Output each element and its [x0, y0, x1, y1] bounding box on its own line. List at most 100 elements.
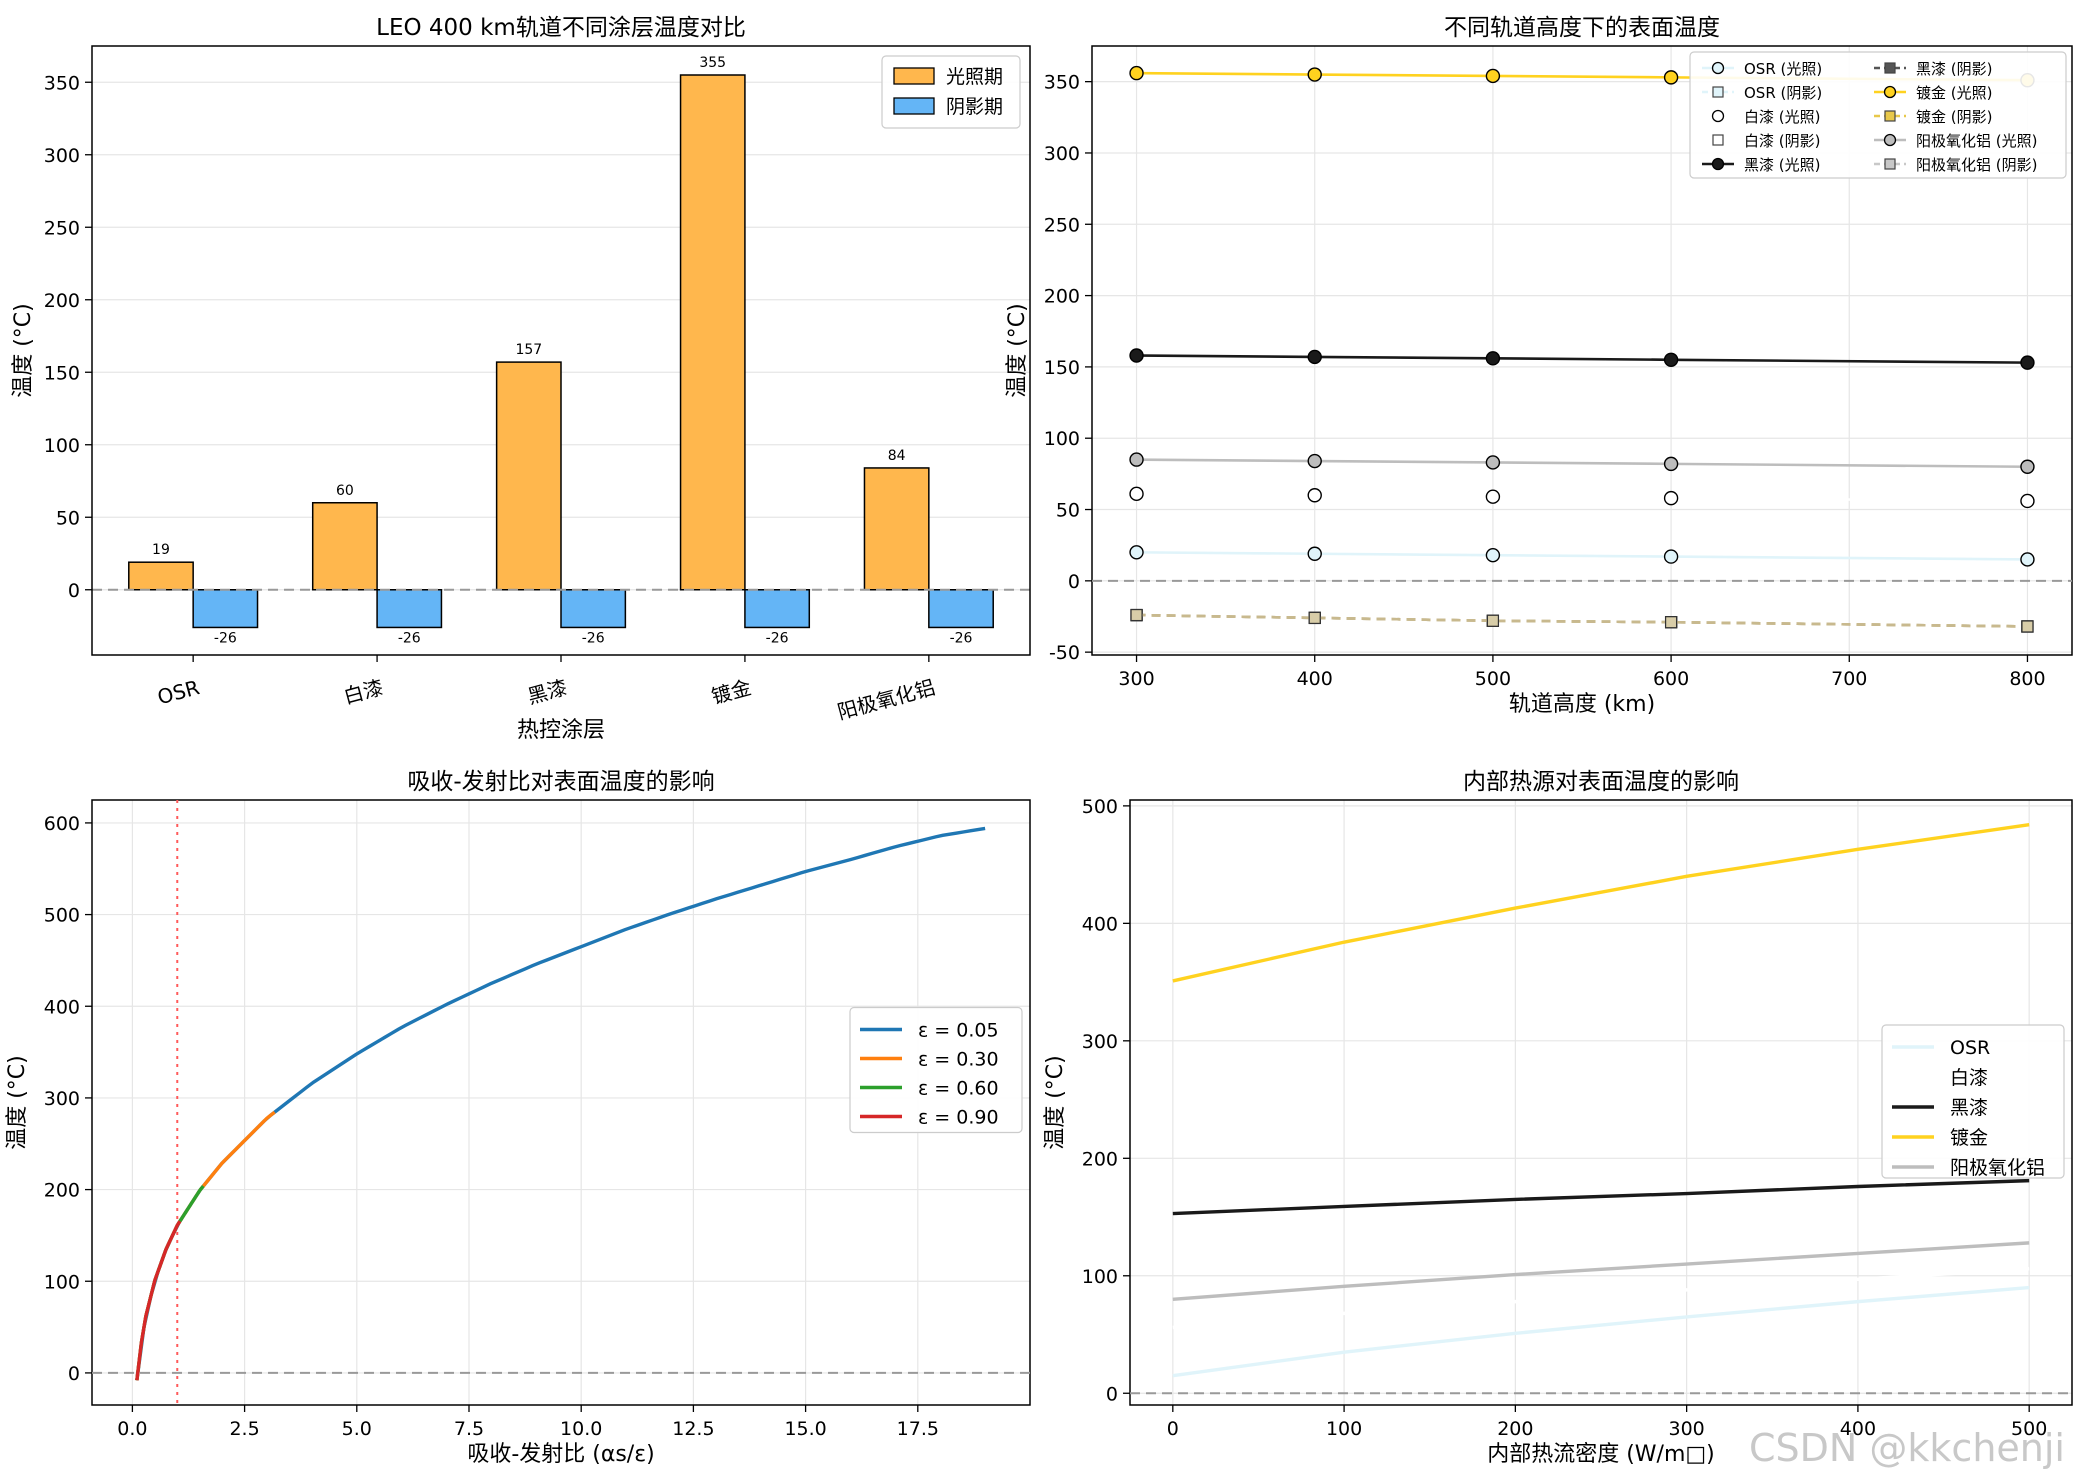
data-point	[1307, 546, 1322, 561]
bar	[128, 561, 194, 591]
data-point	[1663, 490, 1679, 506]
y-tick-label: 350	[44, 72, 80, 94]
legend-marker	[1712, 86, 1724, 98]
x-tick-label: 500	[2011, 1418, 2047, 1440]
legend-label: 镀金	[1950, 1127, 1988, 1149]
y-tick-label: 150	[1044, 357, 1080, 379]
x-tick-label: 600	[1653, 668, 1689, 690]
legend-marker	[1711, 109, 1725, 123]
data-point	[1485, 351, 1501, 366]
legend-label: ε = 0.30	[918, 1049, 999, 1071]
y-tick-label: 600	[44, 813, 80, 835]
series-lines	[1172, 822, 2030, 1378]
y-tick-label: 500	[1082, 796, 1118, 818]
data-point	[1663, 352, 1679, 367]
legend-marker	[1884, 158, 1896, 170]
legend-swatch	[893, 67, 935, 85]
data-point	[1485, 68, 1501, 84]
series-line	[1136, 354, 2028, 364]
series-line	[1136, 492, 2028, 503]
y-tick-label: 200	[1044, 286, 1080, 308]
y-tick-label: 400	[1082, 913, 1118, 935]
y-tick-label: 200	[44, 1180, 80, 1202]
y-tick-label: 100	[44, 1271, 80, 1293]
data-point	[1307, 453, 1322, 469]
x-tick-label: 7.5	[454, 1418, 484, 1440]
legend-label: OSR	[1950, 1037, 1990, 1059]
data-point	[1129, 65, 1144, 81]
axes-frame	[1091, 45, 2073, 656]
legend-frame	[1881, 1024, 2065, 1179]
series-line	[1172, 1285, 2030, 1378]
data-point	[1485, 455, 1501, 470]
x-tick-label: 12.5	[672, 1418, 714, 1440]
y-tick-label: 350	[1044, 72, 1080, 94]
y-tick-label: 300	[1082, 1031, 1118, 1053]
data-point	[1663, 549, 1679, 564]
legend-label: ε = 0.90	[918, 1107, 999, 1129]
data-point	[2020, 552, 2035, 567]
y-tick-label: 200	[44, 290, 80, 312]
legend-marker	[1884, 62, 1896, 74]
legend-swatch	[893, 97, 935, 115]
x-tick-label: 15.0	[784, 1418, 826, 1440]
y-tick-label: 250	[1044, 214, 1080, 236]
bar	[679, 74, 746, 591]
axes-frame	[91, 799, 1031, 1406]
x-tick-label: 500	[1475, 668, 1511, 690]
legend-frame	[849, 1006, 1023, 1134]
series-line	[1172, 1241, 2030, 1301]
chart-title: 不同轨道高度下的表面温度	[1444, 15, 1720, 41]
y-axis-label: 温度 (°C)	[1005, 303, 1030, 398]
x-axis-label: 内部热流密度 (W/m□)	[1487, 1442, 1715, 1467]
x-tick-label: 400	[1297, 668, 1333, 690]
data-point	[1307, 488, 1322, 503]
x-tick-label: 黑漆	[525, 675, 570, 709]
legend-label: 黑漆 (光照)	[1744, 156, 1820, 174]
series-line	[135, 1110, 276, 1381]
y-tick-label: 300	[44, 1088, 80, 1110]
data-point	[1663, 70, 1679, 85]
bar	[192, 589, 259, 629]
legend: ε = 0.05 ε = 0.30 ε = 0.60 ε = 0.90	[849, 1006, 1023, 1134]
x-tick-label: 0.0	[117, 1418, 147, 1440]
x-tick-label: OSR	[155, 675, 202, 709]
y-tick-label: 50	[1056, 500, 1080, 522]
x-tick-label: 700	[1831, 668, 1867, 690]
chart-internal-heat: 0 100 200 300 400 500 0 100 200 300 400 500 内部热源对表面温…	[1043, 769, 2073, 1467]
bar	[495, 361, 562, 591]
bar	[928, 589, 994, 629]
data-point	[1129, 486, 1144, 502]
bars: 19 60 157 355 84 -26 -26 -26 -26 -26	[128, 55, 994, 646]
bar	[376, 589, 443, 629]
grid	[92, 800, 1030, 1405]
bar	[744, 589, 811, 629]
y-tick-label: 400	[44, 996, 80, 1018]
legend-marker	[1883, 133, 1897, 147]
legend-label: 阳极氧化铝 (光照)	[1916, 132, 2037, 150]
data-point	[1485, 547, 1501, 563]
chart-title: 内部热源对表面温度的影响	[1463, 769, 1739, 795]
bar	[560, 589, 627, 629]
data-point	[1664, 616, 1678, 629]
legend-label: OSR (阴影)	[1744, 84, 1822, 102]
x-tick-label: 800	[2009, 668, 2045, 690]
x-tick-label: 阳极氧化铝	[835, 675, 938, 724]
chart-coating-bars: 19 60 157 355 84 -26 -26 -26 -26 -26 0 50 100 150 200 2…	[11, 15, 1031, 743]
y-axis-label: 温度 (°C)	[1043, 1055, 1068, 1150]
bar-value-label: -26	[214, 630, 237, 646]
x-tick-label: 2.5	[229, 1418, 259, 1440]
data-point	[1486, 614, 1500, 627]
y-tick-label: 150	[44, 362, 80, 384]
legend-label: 光照期	[946, 66, 1003, 88]
x-tick-label: 200	[1497, 1418, 1533, 1440]
series-line	[1136, 551, 2028, 561]
series-line	[1172, 1178, 2030, 1216]
legend-label: ε = 0.60	[918, 1078, 999, 1100]
data-point	[1307, 67, 1322, 82]
y-tick-label: 200	[1082, 1148, 1118, 1170]
data-point	[1307, 349, 1322, 365]
data-point	[1485, 489, 1501, 504]
bar-value-label: 157	[515, 342, 542, 358]
